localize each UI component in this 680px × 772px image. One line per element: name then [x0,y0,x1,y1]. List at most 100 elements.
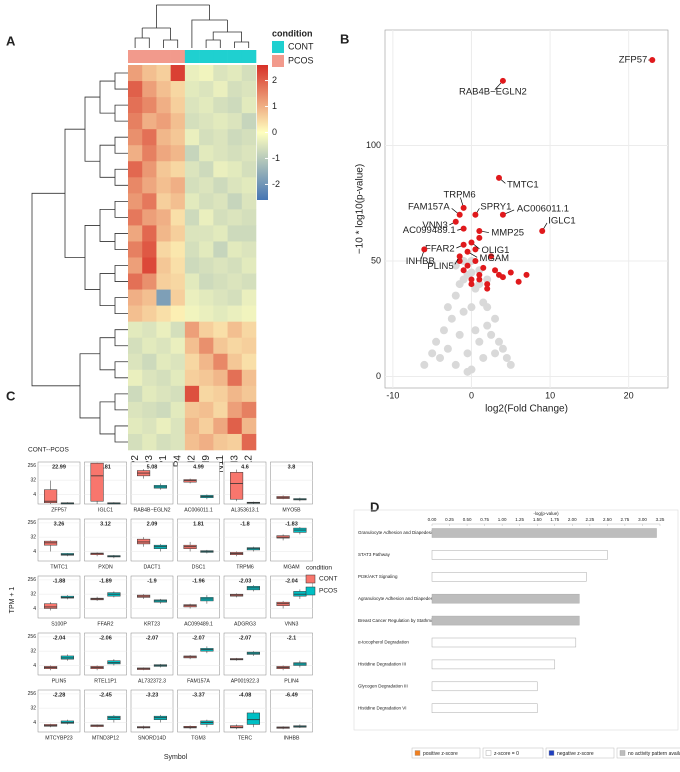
heatmap-cell [156,385,171,403]
legend-label: z-score = 0 [494,751,519,757]
heatmap-cell [170,433,186,451]
heatmap-cell [156,129,171,146]
heatmap-cell [199,369,214,387]
bar [431,703,538,713]
heatmap-cell [227,177,243,194]
legend-swatch [548,750,555,756]
category-label: PI3K/AKT Signaling [358,574,398,579]
heatmap-cell [241,241,257,258]
heatmap-cell [184,225,200,242]
heatmap-cell [170,241,186,258]
heatmap-cell [241,129,257,146]
gene-label: RTEL1P1 [94,678,117,684]
gene-label: TMTC1 [50,564,67,570]
category-label: Agranulocyte Adhesion and Diapedesis [358,596,437,601]
facet [223,689,267,733]
heatmap-cell [156,273,171,290]
y-tick-label: 256 [28,463,37,469]
gene-label: DSC1 [192,564,206,570]
point [484,281,491,288]
x-tick-label: 1.00 [498,517,507,522]
y-tick-label: 4 [33,492,36,498]
point-label: TMTC1 [507,179,539,190]
gene-label: ZFP57 [51,507,67,513]
heatmap-cell [227,353,243,371]
y-tick-label: 4 [33,549,36,555]
heatmap-cell [142,129,157,146]
gene-label: MTCYBP23 [45,735,73,741]
y-tick-label: 32 [30,649,36,655]
y-tick-label: 256 [28,691,37,697]
fold-label: 5.08 [147,464,158,470]
point [506,360,515,369]
heatmap-cell [227,417,243,435]
point [468,281,475,288]
heatmap-cell [142,385,157,403]
heatmap-cell [241,273,257,290]
heatmap-cell [128,385,143,403]
gene-label: MYO5B [282,507,301,513]
heatmap-cell [199,81,214,98]
category-label: Breast Cancer Regulation by Stathmin1 [358,618,438,623]
heatmap-cell [128,97,143,114]
point [455,330,464,339]
gene-label: MGAM [283,564,299,570]
legend-label: CONT [288,41,314,51]
heatmap-cell [156,321,171,339]
x-tick-label: 0 [469,390,474,400]
point-label: TRPM6 [444,189,476,200]
heatmap-cell [128,401,143,419]
heatmap-cell [170,401,186,419]
point-label: OLIG1 [481,245,509,256]
point-label: AC099489.1 [403,225,456,236]
annotated-point [460,204,467,211]
point [451,261,460,270]
annotated-point [456,211,463,218]
legend-swatch [619,750,626,756]
point-label: SPRY1 [480,201,511,212]
panel-label: C [6,388,16,403]
heatmap-cell [128,81,143,98]
annotated-point [472,211,479,218]
x-axis-label: Symbol [164,754,188,761]
point [459,307,468,316]
heatmap-cell [184,129,200,146]
gene-label: KRT23 [144,621,160,627]
legend-box [616,747,680,759]
heatmap-cell [227,129,243,146]
heatmap-cell [170,209,186,226]
gene-label: IGLC1 [98,507,113,513]
colorbar-label: -1 [272,153,280,163]
fold-label: 8.81 [100,464,111,470]
gene-label: PXDN [98,564,113,570]
heatmap-cell [184,145,200,162]
heatmap-cell [142,433,157,451]
facet [223,575,267,619]
fold-label: -2.03 [239,578,252,584]
y-tick-label: 4 [33,720,36,726]
annotated-point [468,239,475,246]
heatmap-cell [213,145,228,162]
heatmap-cell [199,257,214,274]
heatmap-cell [241,65,257,82]
heatmap-cell [156,193,171,210]
point [502,353,511,362]
heatmap-cell [142,177,157,194]
bar [431,637,577,648]
column-dendrogram [134,4,250,48]
bar [431,550,608,560]
heatmap-cell [199,225,214,242]
heatmap-cell [227,65,243,82]
fold-label: -2.04 [285,578,298,584]
heatmap-cell [227,161,243,178]
legend-swatch [272,55,284,67]
colorbar-label: 1 [272,101,277,111]
heatmap-cell [128,321,143,339]
heatmap-cell [170,257,186,274]
heatmap-cell [156,209,171,226]
fold-label: -2.07 [192,635,205,641]
facet [130,518,174,562]
heatmap-cell [227,337,243,355]
x-tick-label: 20 [624,390,634,400]
column-label: N11 [215,455,226,473]
